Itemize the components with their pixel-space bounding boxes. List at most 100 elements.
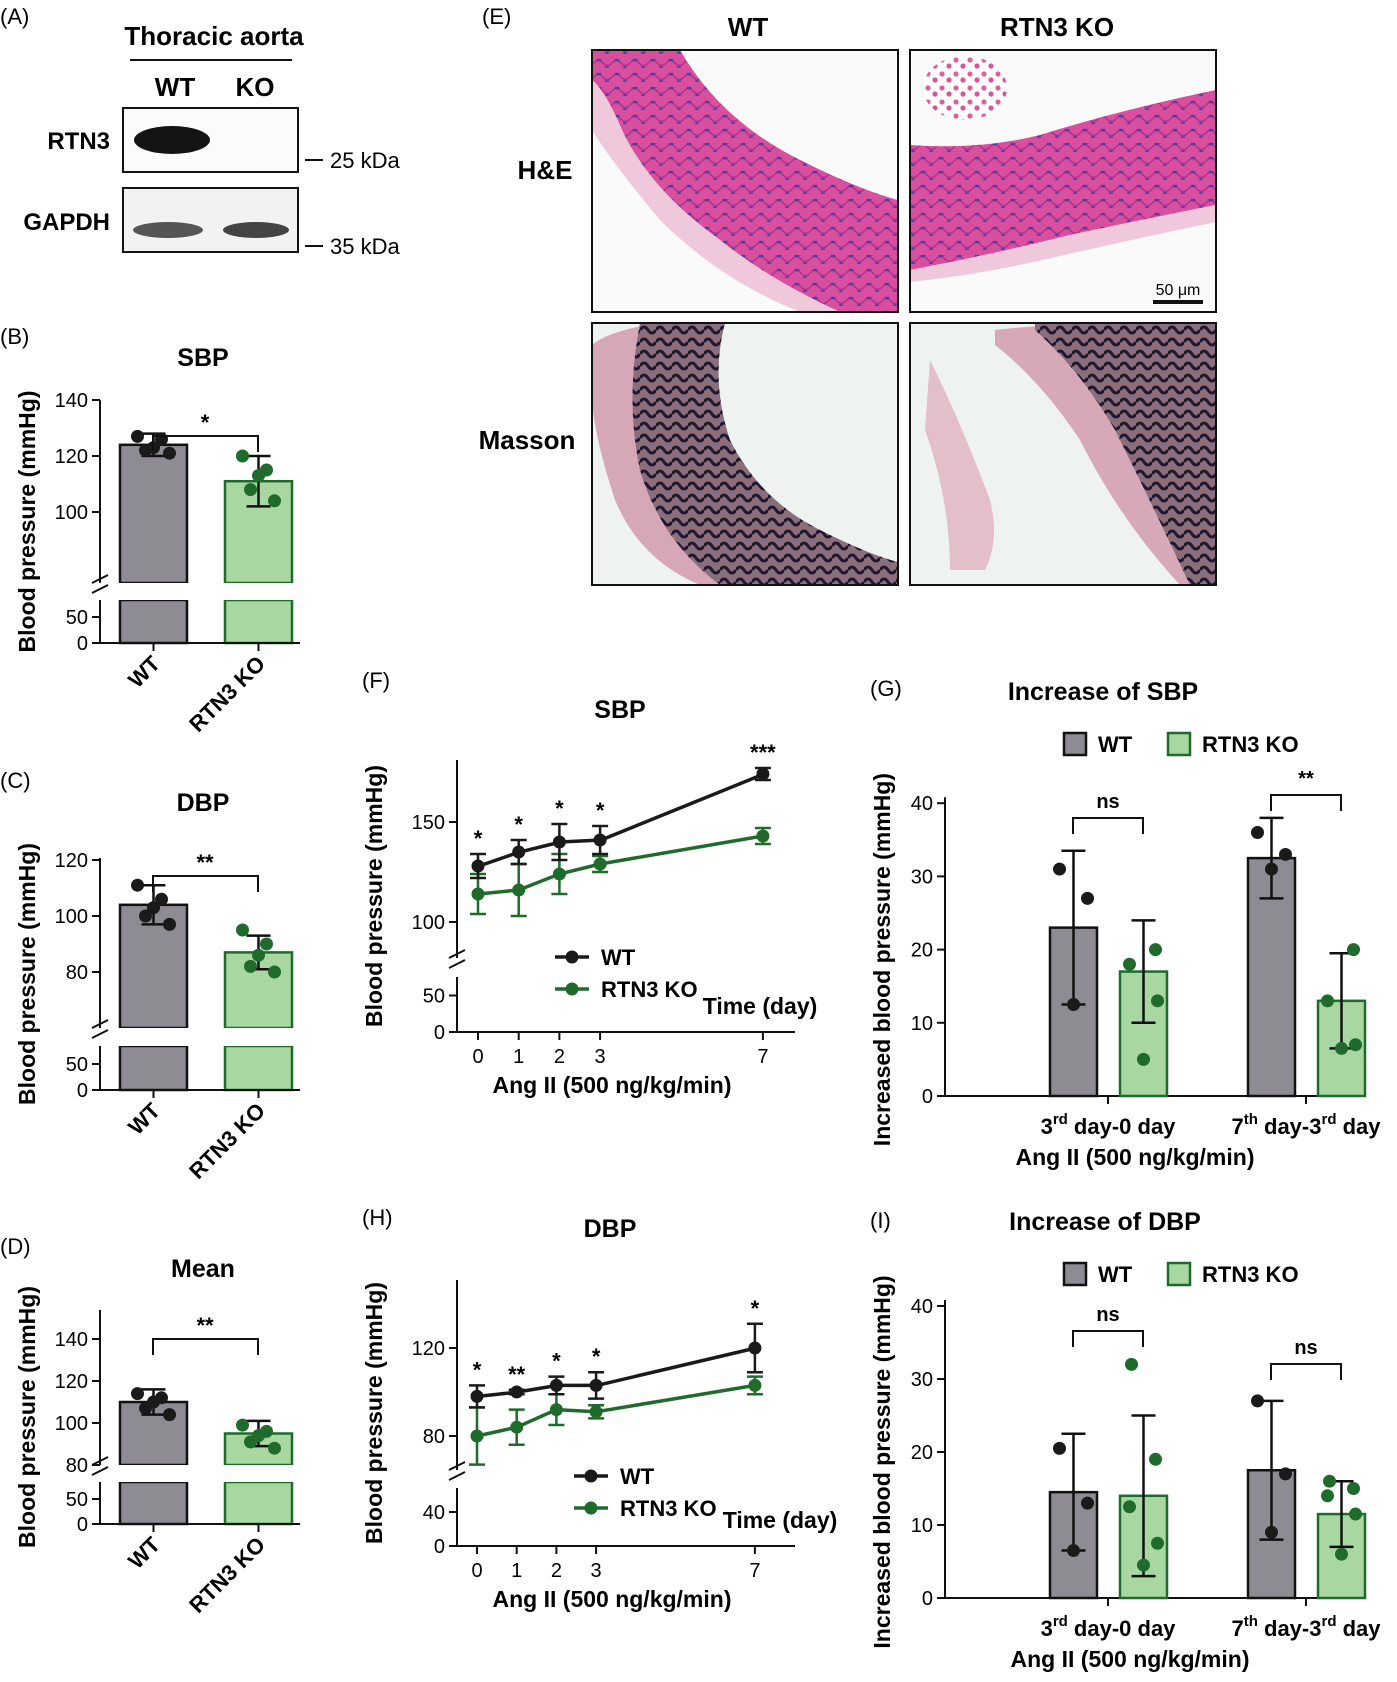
legend-label: WT [1098,1262,1133,1287]
data-point [1251,1394,1264,1408]
panel-letter: (H) [362,1205,393,1230]
legend-swatch-wt [1062,731,1088,757]
data-point [510,1385,524,1399]
panel-a-letter: (A) [0,4,29,29]
data-point [1323,1474,1336,1488]
panel-letter: (F) [362,668,390,693]
x-tick-label: 3 [591,1560,602,1582]
x-axis-label: Ang II (500 ng/kg/min) [1011,1646,1250,1672]
bar-lower-0 [118,598,189,645]
significance-bracket [1270,1363,1342,1380]
data-point [131,429,144,443]
data-point [131,878,144,892]
chart-c: (C) DBP Blood pressure (mmHg) 80 100 120 0 50 WT… [0,768,300,1184]
y-tick-label: 0 [77,633,88,655]
data-point [155,892,168,906]
significance-label: * [592,1344,601,1369]
data-point [252,948,265,962]
panel-letter: (D) [0,1234,31,1259]
data-point [244,959,257,973]
chart-i: (I) Increase of DBP Increased blood pressu… [869,1208,1381,1672]
data-point [1347,1482,1360,1495]
x-tick-label: RTN3 KO [184,1098,270,1184]
marker-label-35: 35 kDa [330,234,400,259]
group-label-part: day-0 day [1068,1114,1176,1139]
y-tick-label: 40 [911,793,933,815]
data-point [1349,1038,1362,1052]
data-point [1151,994,1164,1008]
data-point [147,901,160,915]
significance-label: * [555,796,564,821]
y-tick-label: 120 [412,1338,445,1360]
data-point [1053,862,1066,876]
y-tick-label: 40 [423,1502,445,1524]
data-point [549,1378,563,1392]
data-point [268,1441,281,1455]
y-axis-label: Blood pressure (mmHg) [361,1282,387,1544]
group-label-part: day [1336,1114,1381,1139]
data-point [1265,1525,1278,1539]
bar-upper-0 [118,443,189,585]
axis-break-mark [91,584,109,594]
y-tick-label: 40 [911,1296,933,1318]
data-point [552,867,566,881]
y-tick-label: 0 [922,1086,933,1108]
data-point [1125,1357,1138,1371]
time-axis-label: Time (day) [703,993,818,1019]
axis-break-mark [91,1456,109,1466]
data-point [470,1389,484,1403]
band-label-gapdh: GAPDH [23,209,110,236]
scale-bar-label: 50 μm [1156,282,1201,299]
bar-lower-1 [223,1044,294,1092]
y-tick-label: 50 [66,1489,88,1511]
y-axis-label: Blood pressure (mmHg) [361,765,387,1027]
y-axis-label: Blood pressure (mmHg) [14,1286,40,1548]
group-label-sup: rd [1321,1613,1336,1630]
group-label: 7th day-3rd day [1231,1111,1381,1139]
significance-label: ** [196,1313,214,1338]
data-point [748,1378,762,1392]
significance-bracket [152,1338,259,1355]
significance-bracket [1270,794,1342,811]
data-point [260,1424,273,1438]
legend-marker [584,1469,598,1483]
blot-rtn3-box [122,107,299,173]
data-point [1067,1544,1080,1558]
x-axis-label: Ang II (500 ng/kg/min) [493,1072,732,1098]
data-point [549,1403,563,1417]
legend-marker [565,982,579,996]
data-point [1251,825,1264,839]
y-tick-label: 0 [434,1536,445,1558]
bar-gap [117,1465,190,1482]
significance-bracket [152,875,259,892]
axis-break-mark [91,574,109,584]
bar-gap [117,583,190,600]
y-tick-label: 20 [911,1442,933,1464]
time-axis-label: Time (day) [723,1507,838,1533]
y-axis-label: Increased blood pressure (mmHg) [869,1275,895,1648]
group-label-sup: th [1244,1111,1258,1128]
chart-title: SBP [177,344,228,372]
data-point [1149,943,1162,957]
data-point [260,937,273,951]
x-tick-label: RTN3 KO [184,1532,270,1618]
axis-break-mark [91,1466,109,1476]
group-label-part: 7 [1231,1616,1243,1641]
x-tick-label: 2 [554,1046,565,1068]
chart-b: (B) SBP Blood pressure (mmHg) 100 120 140 0 50 W… [0,324,300,737]
x-tick-label: WT [123,650,165,692]
data-point [1349,1507,1362,1521]
legend-swatch-ko [1166,1261,1192,1287]
data-point [589,1378,603,1392]
chart-title: Increase of DBP [1009,1208,1201,1236]
data-point [748,1341,762,1355]
legend-label: WT [601,945,636,970]
panel-letter: (G) [870,676,902,701]
legend-swatch-wt [1062,1261,1088,1287]
y-tick-label: 140 [55,1329,88,1351]
band-label-rtn3: RTN3 [47,128,110,155]
lane-label-wt: WT [155,72,196,102]
significance-label: ** [196,850,214,875]
axis-break-mark [448,1461,466,1471]
y-tick-label: 50 [423,986,445,1008]
